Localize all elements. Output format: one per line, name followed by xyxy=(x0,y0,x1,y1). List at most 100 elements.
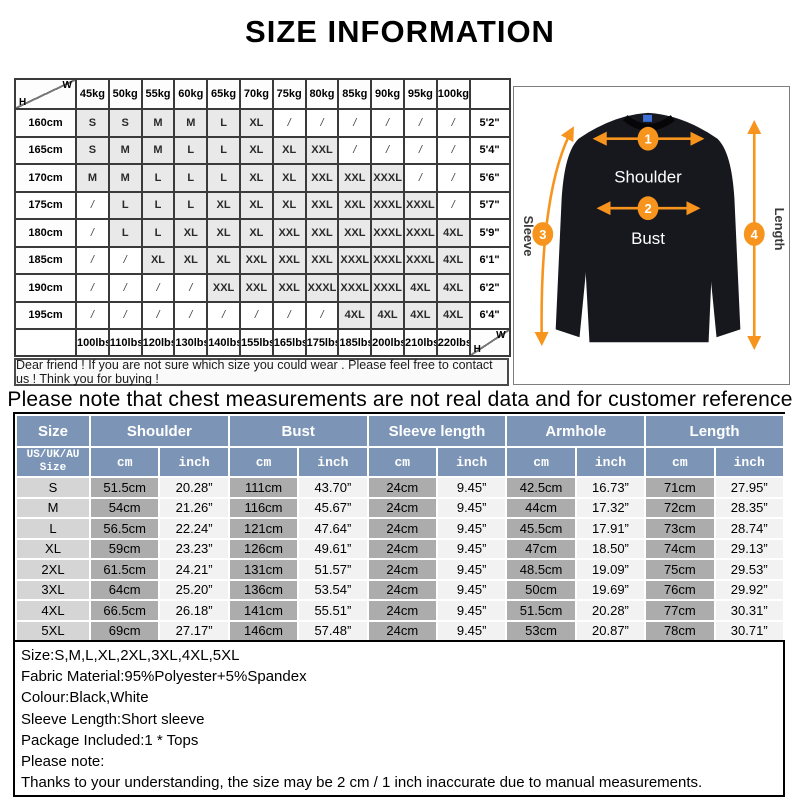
matrix-size-cell: M xyxy=(107,135,143,165)
matrix-size-cell: XXL xyxy=(238,273,274,303)
measure-value-cell: 20.28” xyxy=(158,476,230,499)
matrix-size-cell: / xyxy=(435,163,471,193)
matrix-feet-cell: 6'4" xyxy=(468,300,511,330)
measure-value-cell: 27.95” xyxy=(713,476,785,499)
matrix-size-cell: XXXL xyxy=(402,190,438,220)
matrix-size-cell: XXL xyxy=(271,245,307,275)
measure-value-cell: 21.26” xyxy=(158,496,230,519)
matrix-feet-cell: 5'6" xyxy=(468,163,511,193)
contact-note-text: Dear friend ! If you are not sure which … xyxy=(16,358,493,386)
measure-data-row: 3XL 64cm 25.20” 136cm 53.54” 24cm 9.45” 50cm 19.… xyxy=(15,578,785,601)
measure-value-cell: 51.5cm xyxy=(88,476,161,499)
measure-value-cell: 66.5cm xyxy=(88,599,161,622)
measure-size-cell: XL xyxy=(15,537,91,560)
contact-note-box: Dear friend ! If you are not sure which … xyxy=(14,358,509,386)
measure-size-cell: M xyxy=(15,496,91,519)
shirt-image xyxy=(555,112,741,343)
size-matrix-table: W H 45kg 50kg 55kg 60kg 65kg 70kg 75kg 80kg 85kg 90… xyxy=(14,78,511,357)
measure-size-cell: 4XL xyxy=(15,599,91,622)
matrix-size-cell: / xyxy=(140,300,176,330)
measure-value-cell: 75cm xyxy=(644,558,716,581)
measure-value-cell: 44cm xyxy=(505,496,577,519)
matrix-size-cell: XXL xyxy=(304,218,340,248)
matrix-size-cell: XL xyxy=(206,190,241,220)
matrix-size-cell: M xyxy=(140,108,176,138)
matrix-size-cell: XL xyxy=(238,135,274,165)
matrix-size-cell: / xyxy=(206,300,241,330)
matrix-size-cell: L xyxy=(140,218,176,248)
matrix-size-cell: / xyxy=(337,135,373,165)
matrix-height-cell: 195cm xyxy=(14,300,77,330)
matrix-size-cell: / xyxy=(435,135,471,165)
measure-value-cell: 56.5cm xyxy=(88,517,161,540)
matrix-header-row: W H 45kg 50kg 55kg 60kg 65kg 70kg 75kg 80kg 85kg 90… xyxy=(14,78,511,110)
measure-value-cell: 77cm xyxy=(644,599,716,622)
matrix-weight-header: 100kg xyxy=(435,78,471,110)
measure-value-cell: 131cm xyxy=(227,558,300,581)
matrix-size-cell: XL xyxy=(271,190,307,220)
matrix-size-cell: / xyxy=(75,190,110,220)
measure-value-cell: 9.45” xyxy=(435,476,508,499)
matrix-size-cell: L xyxy=(206,108,241,138)
measure-unit-inch: inch xyxy=(297,446,369,478)
measure-value-cell: 24cm xyxy=(366,619,438,642)
corner-w-label: W xyxy=(496,330,506,341)
measure-value-cell: 28.35” xyxy=(713,496,785,519)
length-number-badge xyxy=(743,222,765,246)
matrix-lbs-footer: 175lbs xyxy=(304,328,340,357)
matrix-size-cell: M xyxy=(173,108,209,138)
measurement-diagram: 1 Shoulder 2 Bust 3 Sleeve 4 Length xyxy=(513,86,790,385)
matrix-size-cell: / xyxy=(75,245,110,275)
measure-value-cell: 9.45” xyxy=(435,578,508,601)
measure-value-cell: 30.31” xyxy=(713,599,785,622)
matrix-size-cell: XL xyxy=(206,218,241,248)
matrix-size-cell: / xyxy=(75,300,110,330)
matrix-footer-row: 100lbs 110lbs 120lbs 130lbs 140lbs 155lbs 165l… xyxy=(14,328,511,357)
measure-value-cell: 50cm xyxy=(505,578,577,601)
matrix-size-cell: XL xyxy=(238,108,274,138)
measure-size-cell: 3XL xyxy=(15,578,91,601)
subheader-line1: US/UK/AU xyxy=(26,449,80,461)
measure-value-cell: 24cm xyxy=(366,599,438,622)
matrix-size-cell: XL xyxy=(173,245,209,275)
measure-value-cell: 76cm xyxy=(644,578,716,601)
height-weight-size-matrix: W H 45kg 50kg 55kg 60kg 65kg 70kg 75kg 80kg 85kg 90… xyxy=(14,78,511,357)
matrix-weight-header: 60kg xyxy=(173,78,209,110)
matrix-size-cell: XXL xyxy=(238,245,274,275)
measure-data-row: 2XL 61.5cm 24.21” 131cm 51.57” 24cm 9.45” 48.5c… xyxy=(15,558,785,581)
page-title: SIZE INFORMATION xyxy=(245,14,555,49)
measure-value-cell: 18.50” xyxy=(574,537,647,560)
matrix-blank-cell xyxy=(14,328,77,357)
matrix-height-cell: 190cm xyxy=(14,273,77,303)
measure-value-cell: 17.91” xyxy=(574,517,647,540)
measure-value-cell: 28.74” xyxy=(713,517,785,540)
measure-value-cell: 29.53” xyxy=(713,558,785,581)
matrix-size-cell: / xyxy=(402,163,438,193)
matrix-height-cell: 170cm xyxy=(14,163,77,193)
measure-value-cell: 27.17” xyxy=(158,619,230,642)
matrix-weight-header: 45kg xyxy=(75,78,110,110)
length-label: Length xyxy=(772,208,787,251)
measure-value-cell: 45.67” xyxy=(297,496,369,519)
measure-subheader-row: US/UK/AU Size cm inch cm inch cm inch cm inch cm in… xyxy=(15,446,785,478)
measure-value-cell: 72cm xyxy=(644,496,716,519)
matrix-size-cell: XXL xyxy=(337,190,373,220)
matrix-height-cell: 175cm xyxy=(14,190,77,220)
measure-size-cell: 5XL xyxy=(15,619,91,642)
measure-value-cell: 22.24” xyxy=(158,517,230,540)
matrix-size-cell: XXXL xyxy=(337,245,373,275)
product-details: Size:S,M,L,XL,2XL,3XL,4XL,5XL Fabric Mate… xyxy=(13,640,785,797)
matrix-lbs-footer: 165lbs xyxy=(271,328,307,357)
matrix-weight-header: 65kg xyxy=(206,78,241,110)
measure-value-cell: 53.54” xyxy=(297,578,369,601)
matrix-size-cell: M xyxy=(107,163,143,193)
matrix-size-cell: XXXL xyxy=(337,273,373,303)
measure-header-cell: Bust xyxy=(227,414,369,448)
sleeve-number: 3 xyxy=(539,227,546,242)
measure-header-cell: Length xyxy=(644,414,785,448)
measure-value-cell: 9.45” xyxy=(435,517,508,540)
matrix-size-cell: XL xyxy=(140,245,176,275)
matrix-size-cell: L xyxy=(140,190,176,220)
measure-value-cell: 71cm xyxy=(644,476,716,499)
measure-value-cell: 53cm xyxy=(505,619,577,642)
